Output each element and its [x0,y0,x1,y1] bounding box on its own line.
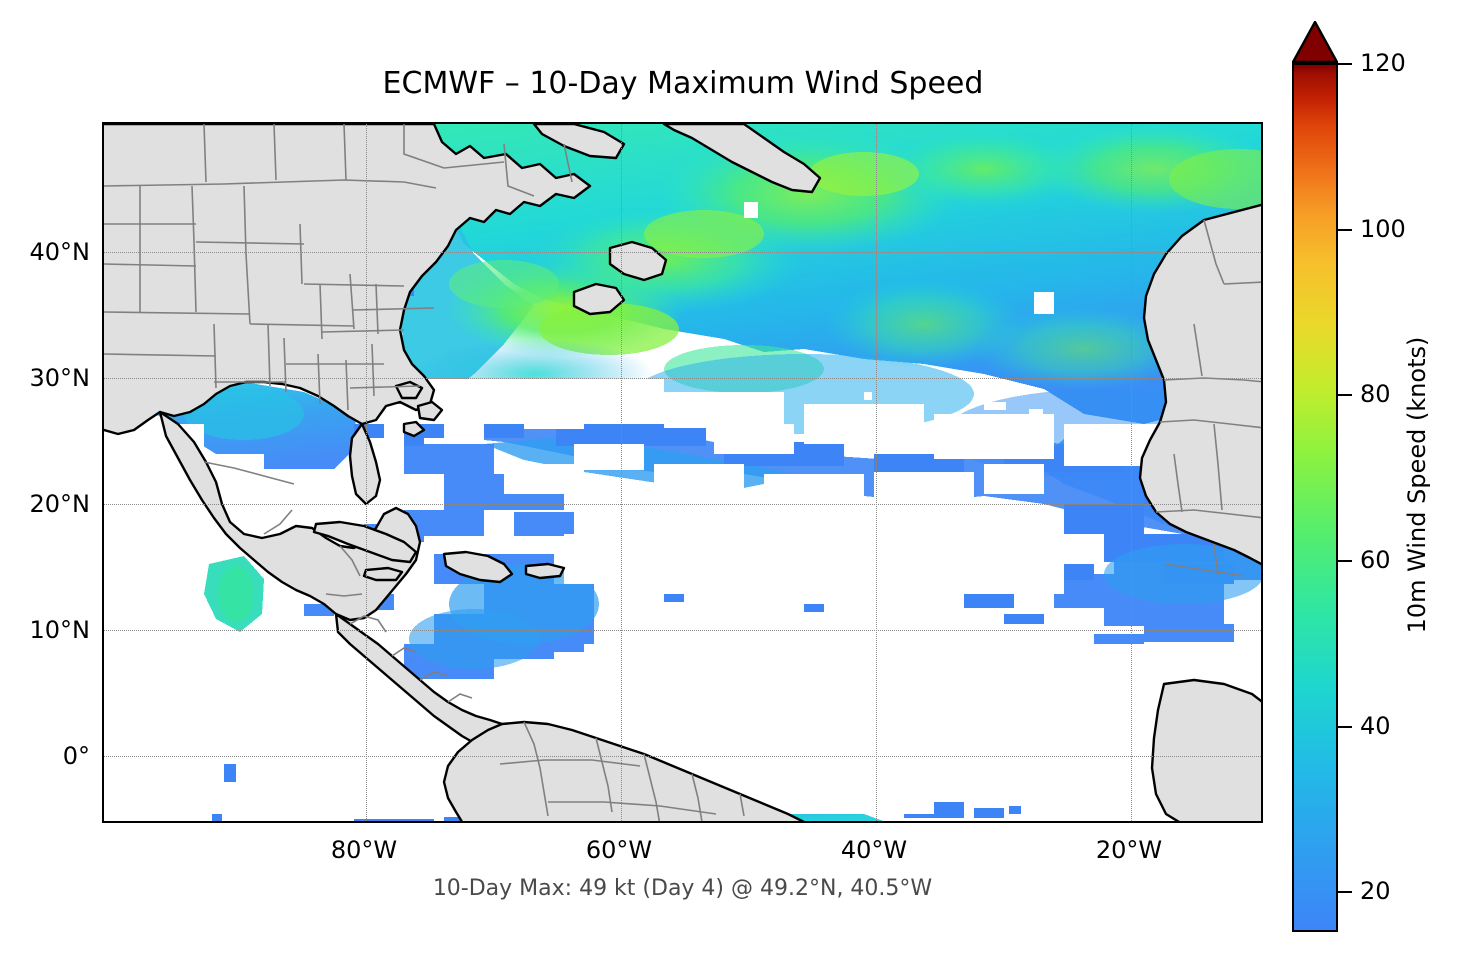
colorbar-tick-120 [1338,63,1352,65]
colorbar-axis-label: 10m Wind Speed (knots) [1400,0,1434,969]
gridline-lat-0 [104,756,1261,757]
map-gridlines [104,124,1261,821]
colorbar-ticklabel-20: 20 [1360,877,1391,905]
gridline-lat-20 [104,504,1261,505]
colorbar-tick-40 [1338,726,1352,728]
gridline-lat-40 [104,252,1261,253]
ytick-0: 0° [62,742,90,770]
colorbar-axis-label-text: 10m Wind Speed (knots) [1403,336,1431,633]
ytick-10N: 10°N [29,616,91,644]
gridline-lon-20 [1131,124,1132,821]
colorbar-tick-20 [1338,891,1352,893]
ytick-30N: 30°N [29,364,91,392]
colorbar-ticklabel-100: 100 [1360,215,1406,243]
gridline-lat-10 [104,630,1261,631]
map-plot-area[interactable] [102,122,1263,823]
xtick-80W: 80°W [330,836,398,864]
max-wind-annotation: 10-Day Max: 49 kt (Day 4) @ 49.2°N, 40.5… [432,876,933,901]
page-title: ECMWF – 10-Day Maximum Wind Speed [382,66,984,101]
xtick-20W: 20°W [1095,836,1163,864]
colorbar-tick-80 [1338,394,1352,396]
colorbar-tick-60 [1338,560,1352,562]
gridline-lon-80 [366,124,367,821]
colorbar-tick-100 [1338,229,1352,231]
land-and-coastlines [104,124,1261,821]
xtick-60W: 60°W [585,836,653,864]
colorbar-ticklabel-40: 40 [1360,712,1391,740]
xtick-40W: 40°W [840,836,908,864]
colorbar[interactable]: 120 100 80 60 40 20 [1290,19,1406,932]
ytick-20N: 20°N [29,490,91,518]
ytick-40N: 40°N [29,238,91,266]
colorbar-extend-arrow [1290,19,1340,64]
colorbar-gradient [1292,63,1338,932]
colorbar-ticklabel-120: 120 [1360,49,1406,77]
gridline-lon-60 [621,124,622,821]
colorbar-ticklabel-80: 80 [1360,380,1391,408]
colorbar-ticklabel-60: 60 [1360,546,1391,574]
gridline-lon-40 [876,124,877,821]
gridline-lat-30 [104,378,1261,379]
